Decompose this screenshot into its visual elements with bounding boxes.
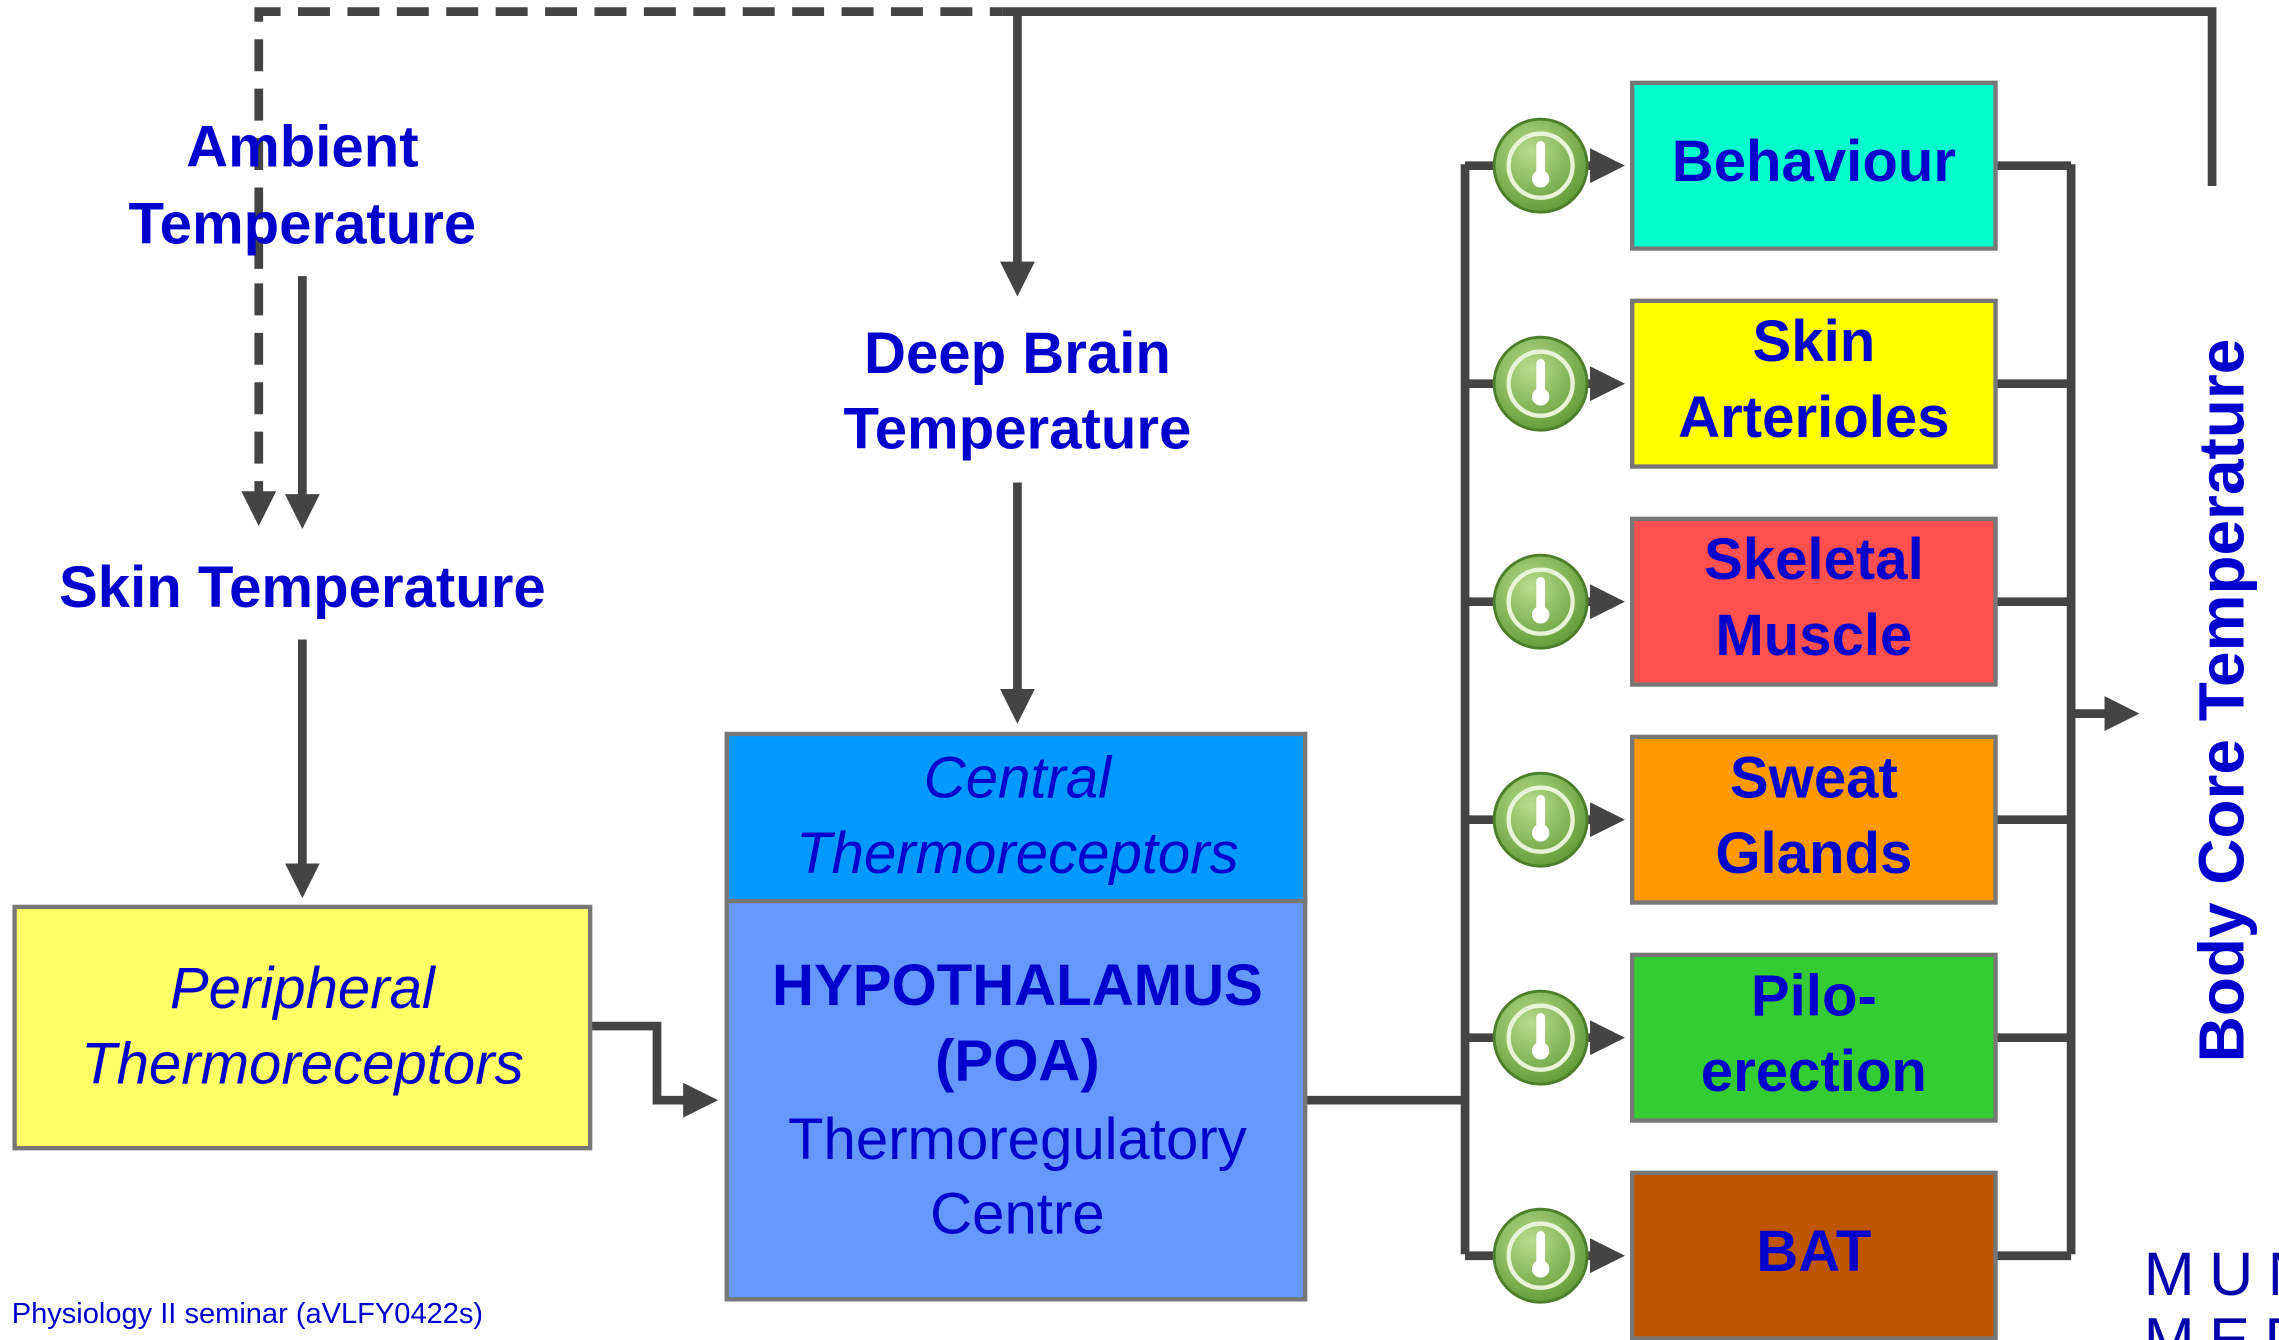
sensor-ring xyxy=(1506,567,1575,636)
sensor-ring xyxy=(1506,131,1575,200)
label: Temperature xyxy=(844,396,1192,461)
effector-box xyxy=(1630,734,1998,905)
dashed-loop xyxy=(254,7,1003,269)
effector-box xyxy=(1630,516,1998,687)
box-text: Peripheral xyxy=(170,956,437,1021)
box-text: Thermoregulatory xyxy=(788,1107,1247,1172)
effector-text: Glands xyxy=(1715,821,1912,886)
box-text: HYPOTHALAMUS xyxy=(772,953,1263,1018)
arrow xyxy=(590,1021,719,1118)
effector-text: Behaviour xyxy=(1672,129,1956,194)
effector-text: Arterioles xyxy=(1678,385,1949,450)
effector-text: Pilo- xyxy=(1751,963,1877,1028)
thermometer-bulb xyxy=(1531,388,1550,406)
box-text: Thermoreceptors xyxy=(796,821,1239,886)
sensor-ring xyxy=(1506,349,1575,418)
effector-box xyxy=(1630,298,1998,469)
core-loop xyxy=(1002,7,2217,187)
box xyxy=(12,904,593,1151)
effector-text: Skeletal xyxy=(1704,527,1924,592)
thermometer-bulb xyxy=(1531,1260,1550,1278)
label: Skin Temperature xyxy=(59,555,546,620)
thermometer-bulb xyxy=(1531,170,1550,188)
effector-text: Skin xyxy=(1752,309,1875,374)
box-text: Central xyxy=(924,745,1113,810)
effector-box xyxy=(1630,1170,1998,1340)
box-text: Thermoreceptors xyxy=(81,1032,524,1097)
effector-text: BAT xyxy=(1756,1219,1871,1284)
effector-text: Muscle xyxy=(1715,603,1912,668)
label: Temperature xyxy=(128,192,476,257)
logo: MUN xyxy=(2144,1240,2279,1308)
thermometer-bulb xyxy=(1531,1042,1550,1060)
thermometer-bulb xyxy=(1531,824,1550,842)
effectors: Behaviour Skin Arterioles Skeletal Muscle Swe… xyxy=(1465,80,2072,1340)
sensor-ring xyxy=(1506,1003,1575,1072)
box xyxy=(724,898,1308,1302)
thermometer-bulb xyxy=(1531,606,1550,624)
effector-box xyxy=(1630,952,1998,1123)
label: Body Core Temperature xyxy=(2186,339,2258,1063)
label: Deep Brain xyxy=(864,321,1171,386)
sensor-ring xyxy=(1506,785,1575,854)
effector-box xyxy=(1630,80,1998,251)
effector-text: erection xyxy=(1701,1039,1927,1104)
sensor-ring xyxy=(1506,1221,1575,1290)
effector-text: Sweat xyxy=(1730,745,1898,810)
box-text: Centre xyxy=(930,1181,1104,1246)
footer: Physiology II seminar (aVLFY0422s) xyxy=(12,1298,483,1330)
logo: MED xyxy=(2144,1305,2279,1340)
box-text: (POA) xyxy=(935,1029,1100,1094)
box xyxy=(724,731,1308,904)
label: Ambient xyxy=(186,115,418,180)
